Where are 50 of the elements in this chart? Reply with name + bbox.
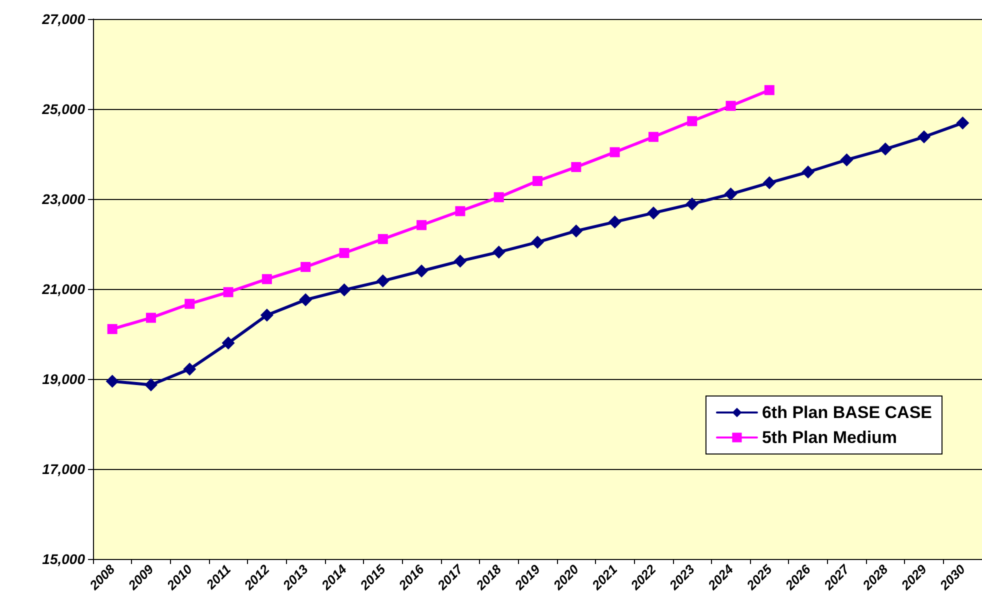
point [222, 336, 235, 350]
point [531, 236, 544, 249]
y-tick-label: 17,000 [42, 461, 86, 477]
point [223, 287, 234, 298]
point [106, 374, 119, 388]
y-tick-label: 15,000 [42, 551, 86, 567]
point [262, 274, 272, 284]
point [571, 162, 582, 172]
y-tick-label: 19,000 [42, 371, 86, 387]
point [726, 100, 736, 111]
point [454, 254, 467, 268]
point [840, 153, 854, 166]
y-tick-label: 23,000 [41, 191, 86, 207]
point [300, 262, 311, 272]
legend-label: 5th Plan Medium [762, 428, 898, 447]
point [415, 264, 428, 278]
point [686, 197, 699, 210]
point [338, 283, 351, 296]
point [762, 176, 776, 190]
point [802, 166, 815, 178]
point [608, 215, 622, 228]
point [339, 248, 350, 258]
y-tick-label: 21,000 [41, 281, 86, 297]
point [144, 378, 158, 392]
point [956, 116, 970, 130]
point [260, 308, 274, 322]
point [764, 85, 774, 96]
point [648, 132, 658, 142]
point [494, 192, 504, 202]
point [532, 176, 542, 186]
point [455, 206, 466, 216]
legend-label: 6th Plan BASE CASE [762, 403, 932, 422]
y-tick-label: 27,000 [41, 11, 86, 27]
y-tick-label: 25,000 [41, 101, 86, 117]
point [183, 362, 196, 376]
point [724, 188, 738, 201]
point [378, 234, 388, 244]
point [376, 274, 390, 288]
point [299, 293, 312, 306]
point [878, 142, 892, 156]
point [107, 324, 118, 334]
point [146, 312, 156, 323]
point [610, 147, 620, 158]
point [492, 246, 506, 259]
point [918, 130, 931, 144]
point [646, 206, 660, 220]
point [184, 298, 195, 309]
point [570, 224, 583, 238]
point [416, 220, 427, 230]
point [687, 116, 698, 126]
